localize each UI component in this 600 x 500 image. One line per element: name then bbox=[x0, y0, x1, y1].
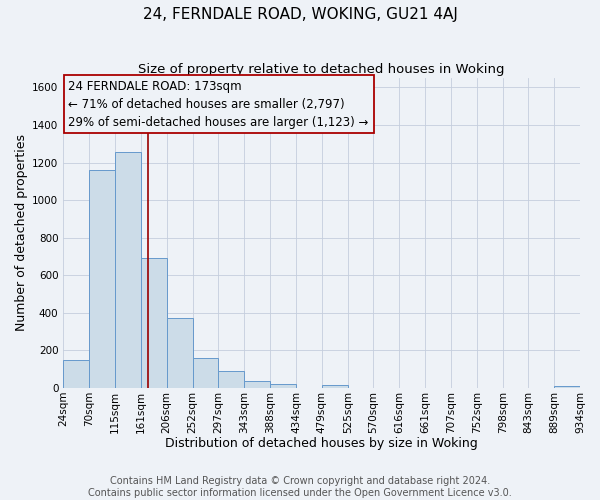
Bar bbox=[115, 152, 141, 388]
Bar bbox=[218, 371, 244, 388]
Text: Contains HM Land Registry data © Crown copyright and database right 2024.
Contai: Contains HM Land Registry data © Crown c… bbox=[88, 476, 512, 498]
Y-axis label: Number of detached properties: Number of detached properties bbox=[15, 134, 28, 332]
Bar bbox=[141, 258, 167, 388]
Bar bbox=[63, 360, 89, 388]
Text: 24, FERNDALE ROAD, WOKING, GU21 4AJ: 24, FERNDALE ROAD, WOKING, GU21 4AJ bbox=[143, 8, 457, 22]
Text: 24 FERNDALE ROAD: 173sqm
← 71% of detached houses are smaller (2,797)
29% of sem: 24 FERNDALE ROAD: 173sqm ← 71% of detach… bbox=[68, 80, 369, 128]
Bar bbox=[554, 386, 580, 388]
Bar bbox=[167, 318, 193, 388]
Bar bbox=[270, 384, 296, 388]
Title: Size of property relative to detached houses in Woking: Size of property relative to detached ho… bbox=[139, 62, 505, 76]
Bar bbox=[193, 358, 218, 388]
Bar bbox=[322, 384, 348, 388]
Bar bbox=[244, 382, 270, 388]
Bar bbox=[89, 170, 115, 388]
X-axis label: Distribution of detached houses by size in Woking: Distribution of detached houses by size … bbox=[165, 437, 478, 450]
